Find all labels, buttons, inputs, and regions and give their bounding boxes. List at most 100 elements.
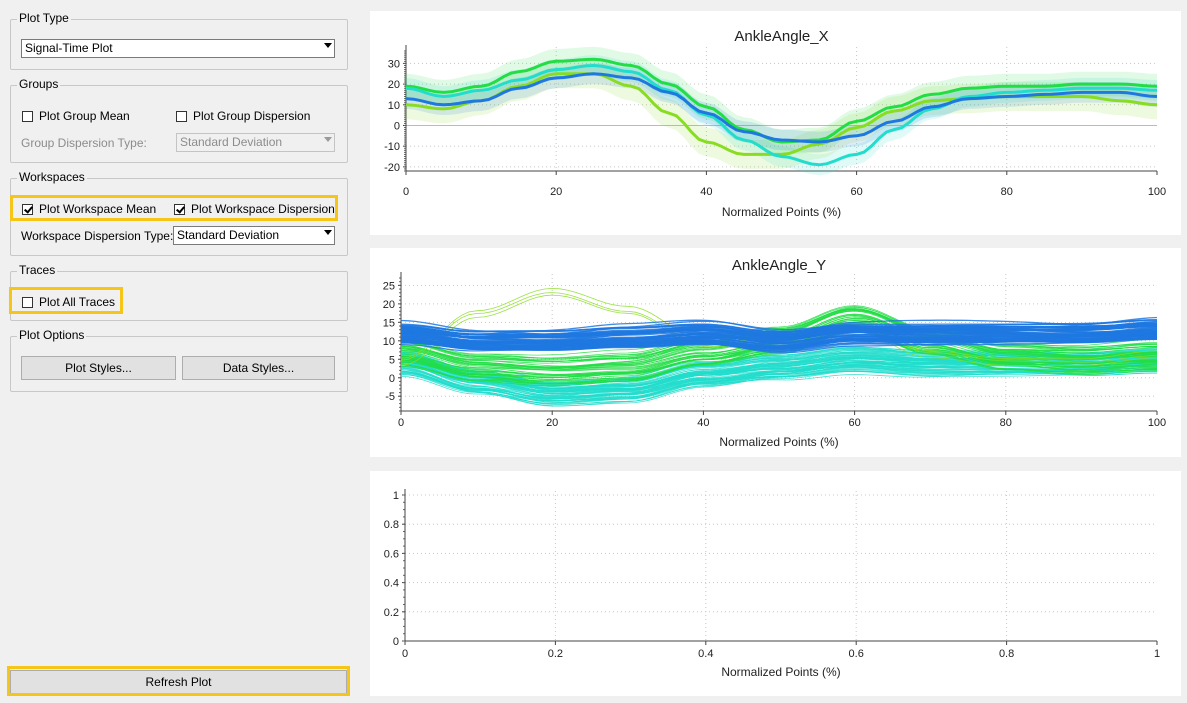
x-tick-label: 100 (1148, 186, 1166, 198)
x-tick-label: 60 (850, 186, 862, 198)
plot-options-group: Plot Options Plot Styles... Data Styles.… (10, 328, 348, 392)
group-dispersion-type-value: Standard Deviation (180, 135, 283, 149)
trace-line (401, 356, 1157, 399)
plot-workspace-dispersion-label: Plot Workspace Dispersion (191, 202, 335, 216)
chevron-down-icon (324, 43, 332, 48)
refresh-plot-button[interactable]: Refresh Plot (10, 670, 347, 694)
y-tick-label: 0.8 (384, 519, 399, 531)
y-tick-label: 0 (393, 636, 399, 648)
chevron-down-icon (324, 230, 332, 235)
plot-type-group-title: Plot Type (17, 11, 71, 25)
y-tick-label: -5 (385, 391, 395, 403)
groups-group-title: Groups (17, 77, 61, 91)
highlight-workspace-checkboxes (10, 195, 338, 221)
y-tick-label: 20 (388, 79, 400, 91)
chart-panel-ankle-x: AnkleAngle_X 0 20 40 60 80 100 30 20 10 0 -10 -20 Nor… (370, 11, 1181, 235)
trace-line (401, 332, 1157, 349)
series-line (405, 57, 1158, 144)
x-tick-label: 0.2 (548, 648, 563, 660)
chart-ankle-y: AnkleAngle_Y 0 20 40 60 80 100 25 20 15 10 5 0 -5 Norm… (383, 257, 1166, 449)
y-tick-label: 0 (394, 120, 400, 132)
trace-line (401, 325, 1157, 339)
trace-line (401, 331, 1157, 345)
chart-panel-empty: 0 0.2 0.4 0.6 0.8 1 1 0.8 0.6 0.4 0.2 0 Normalized P… (370, 471, 1181, 696)
plot-type-select-value: Signal-Time Plot (25, 41, 113, 55)
y-tick-label: 15 (383, 317, 395, 329)
series-line (405, 72, 1158, 144)
traces-group: Traces Plot All Traces (10, 263, 348, 321)
plot-type-group: Plot Type Signal-Time Plot (10, 11, 348, 70)
y-tick-label: 0 (389, 373, 395, 385)
dispersion-band (406, 63, 1157, 153)
y-tick-label: 30 (388, 58, 400, 70)
y-tick-label: 5 (389, 354, 395, 366)
x-tick-label: 100 (1148, 417, 1166, 429)
y-tick-label: 10 (388, 100, 400, 112)
x-tick-label: 0.4 (698, 648, 713, 660)
x-tick-label: 40 (700, 186, 712, 198)
plot-styles-button[interactable]: Plot Styles... (21, 356, 176, 380)
traces-group-title: Traces (17, 263, 58, 277)
plot-workspace-mean-checkbox[interactable]: Plot Workspace Mean (22, 202, 156, 216)
y-tick-label: 0.4 (384, 578, 399, 590)
plot-group-mean-checkbox[interactable]: Plot Group Mean (22, 109, 130, 123)
plot-group-mean-label: Plot Group Mean (39, 109, 130, 123)
workspace-dispersion-type-value: Standard Deviation (177, 228, 280, 242)
y-tick-label: 20 (383, 299, 395, 311)
trace-line (401, 366, 1157, 405)
x-tick-label: 0.6 (849, 648, 864, 660)
chart-empty: 0 0.2 0.4 0.6 0.8 1 1 0.8 0.6 0.4 0.2 0 Normalized P… (384, 489, 1160, 679)
plot-group-dispersion-label: Plot Group Dispersion (193, 109, 311, 123)
workspace-dispersion-type-label: Workspace Dispersion Type: (21, 229, 174, 243)
y-tick-label: 25 (383, 280, 395, 292)
x-tick-label: 0 (398, 417, 404, 429)
trace-line (401, 325, 1157, 343)
workspace-dispersion-type-select[interactable]: Standard Deviation (173, 226, 335, 245)
x-tick-label: 20 (546, 417, 558, 429)
trace-line (401, 336, 1157, 349)
y-tick-label: 1 (393, 490, 399, 502)
trace-line (401, 323, 1157, 337)
checkbox-box-icon (176, 110, 187, 122)
workspaces-group-title: Workspaces (17, 170, 87, 184)
trace-group (401, 287, 1157, 407)
x-tick-label: 80 (1001, 186, 1013, 198)
groups-group: Groups Plot Group Mean Plot Group Disper… (10, 77, 348, 163)
data-styles-button[interactable]: Data Styles... (182, 356, 335, 380)
plot-workspace-dispersion-checkbox[interactable]: Plot Workspace Dispersion (174, 202, 335, 216)
chart-title: AnkleAngle_Y (732, 257, 826, 274)
checkbox-checked-icon (174, 203, 185, 215)
plot-workspace-mean-label: Plot Workspace Mean (39, 202, 157, 216)
group-dispersion-type-label: Group Dispersion Type: (21, 136, 147, 150)
plot-all-traces-checkbox[interactable]: Plot All Traces (22, 295, 115, 309)
x-tick-label: 0 (403, 186, 409, 198)
x-axis-label: Normalized Points (%) (722, 205, 841, 219)
x-tick-label: 1 (1154, 648, 1160, 660)
chart-panel-ankle-y: AnkleAngle_Y 0 20 40 60 80 100 25 20 15 10 5 0 -5 Norm… (370, 248, 1181, 457)
trace-line (401, 349, 1157, 384)
y-tick-label: -10 (384, 141, 400, 153)
chart-ankle-x: AnkleAngle_X0 20 40 60 80 1003020100-10-20Nor… (384, 28, 1166, 219)
group-dispersion-type-select[interactable]: Standard Deviation (176, 133, 335, 152)
plot-all-traces-label: Plot All Traces (39, 295, 116, 309)
x-tick-label: 40 (697, 417, 709, 429)
x-tick-label: 0 (402, 648, 408, 660)
x-tick-label: 20 (550, 186, 562, 198)
highlight-plot-all-traces (9, 287, 123, 314)
workspaces-group: Workspaces Plot Workspace Mean Plot Work… (10, 170, 348, 256)
checkbox-box-icon (22, 110, 33, 122)
highlight-refresh-plot (7, 666, 350, 696)
dispersion-band (406, 59, 1157, 169)
plot-group-dispersion-checkbox[interactable]: Plot Group Dispersion (176, 109, 310, 123)
series-line (405, 63, 1158, 167)
checkbox-checked-icon (22, 203, 33, 215)
y-tick-label: 0.6 (384, 548, 399, 560)
x-tick-label: 80 (1000, 417, 1012, 429)
chevron-down-icon (324, 137, 332, 142)
chart-title: AnkleAngle_X (734, 28, 828, 45)
plot-type-select[interactable]: Signal-Time Plot (21, 39, 335, 58)
dispersion-band (406, 55, 1157, 176)
x-axis-label: Normalized Points (%) (719, 435, 838, 449)
trace-line (401, 319, 1157, 335)
y-tick-label: -20 (384, 162, 400, 174)
